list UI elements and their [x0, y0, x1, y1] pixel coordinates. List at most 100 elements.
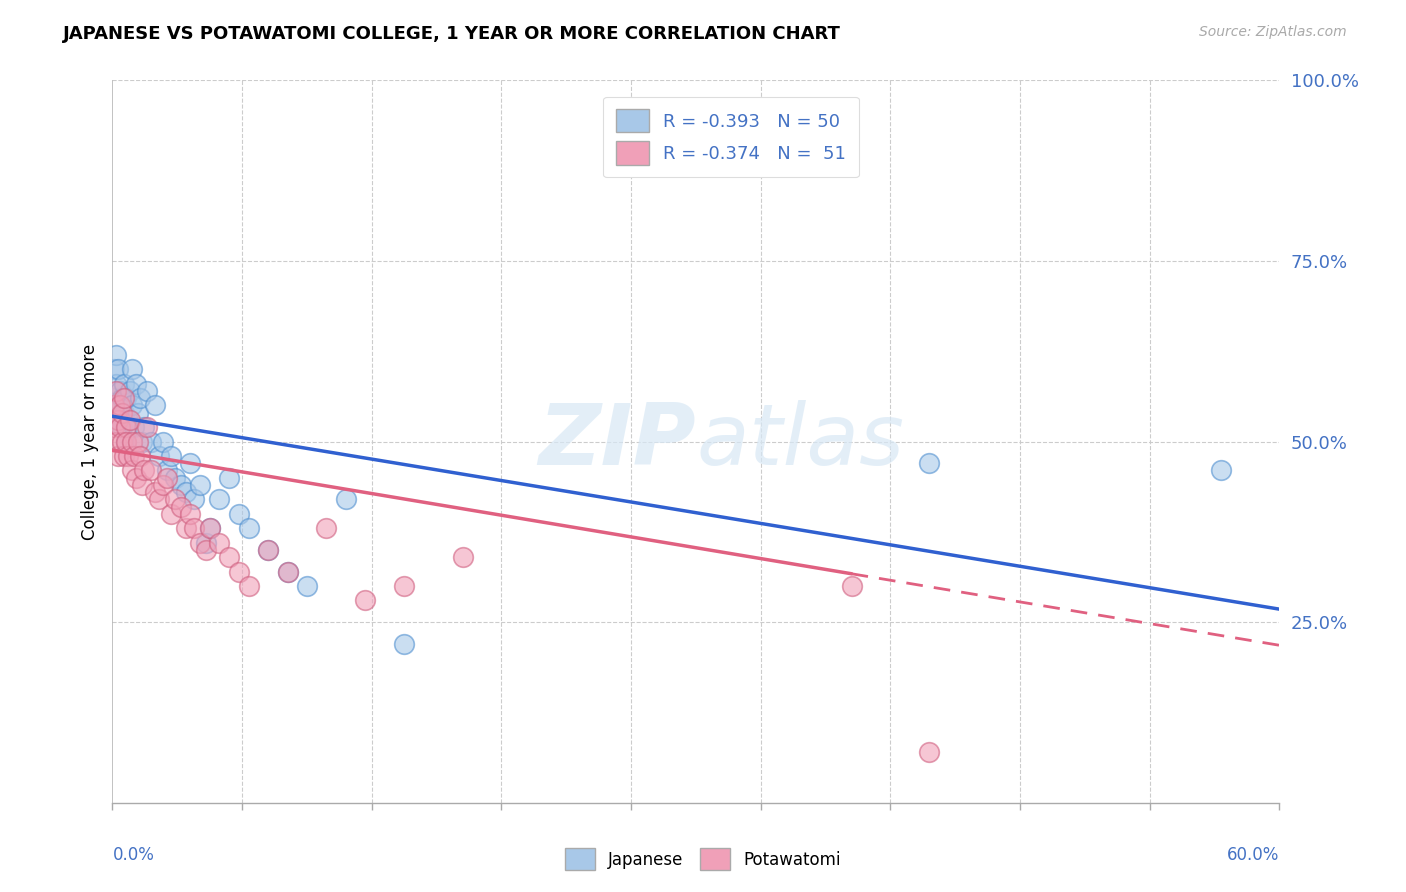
- Point: [112, 449, 135, 463]
- Point: [121, 463, 143, 477]
- Point: [295, 579, 318, 593]
- Point: [105, 348, 128, 362]
- Point: [394, 637, 416, 651]
- Point: [208, 535, 231, 549]
- Point: [183, 492, 205, 507]
- Point: [131, 434, 153, 449]
- Point: [152, 434, 174, 449]
- Point: [105, 434, 128, 449]
- Point: [163, 492, 186, 507]
- Point: [107, 362, 129, 376]
- Point: [110, 398, 132, 412]
- Point: [122, 449, 145, 463]
- Point: [103, 420, 125, 434]
- Point: [228, 507, 250, 521]
- Point: [132, 463, 155, 477]
- Text: Source: ZipAtlas.com: Source: ZipAtlas.com: [1199, 25, 1347, 39]
- Point: [156, 470, 179, 484]
- Point: [136, 384, 159, 398]
- Point: [117, 413, 139, 427]
- Point: [163, 470, 186, 484]
- Point: [179, 456, 201, 470]
- Point: [218, 470, 240, 484]
- Point: [276, 565, 298, 579]
- Point: [105, 376, 128, 391]
- Point: [107, 413, 129, 427]
- Text: 0.0%: 0.0%: [112, 847, 155, 864]
- Text: JAPANESE VS POTAWATOMI COLLEGE, 1 YEAR OR MORE CORRELATION CHART: JAPANESE VS POTAWATOMI COLLEGE, 1 YEAR O…: [63, 25, 841, 43]
- Point: [117, 449, 139, 463]
- Text: atlas: atlas: [696, 400, 904, 483]
- Legend: Japanese, Potawatomi: Japanese, Potawatomi: [558, 842, 848, 877]
- Point: [218, 550, 240, 565]
- Text: ZIP: ZIP: [538, 400, 696, 483]
- Point: [112, 391, 135, 405]
- Point: [112, 376, 135, 391]
- Point: [208, 492, 231, 507]
- Point: [194, 542, 217, 557]
- Point: [315, 521, 337, 535]
- Point: [121, 434, 143, 449]
- Point: [1209, 463, 1232, 477]
- Point: [194, 535, 217, 549]
- Point: [112, 406, 135, 420]
- Point: [160, 507, 183, 521]
- Point: [110, 384, 132, 398]
- Point: [141, 463, 163, 477]
- Y-axis label: College, 1 year or more: College, 1 year or more: [80, 343, 98, 540]
- Point: [169, 478, 191, 492]
- Point: [115, 434, 138, 449]
- Point: [188, 478, 211, 492]
- Text: 60.0%: 60.0%: [1227, 847, 1279, 864]
- Point: [128, 391, 150, 405]
- Point: [148, 492, 170, 507]
- Point: [152, 478, 174, 492]
- Point: [118, 413, 141, 427]
- Point: [121, 362, 143, 376]
- Point: [276, 565, 298, 579]
- Point: [115, 420, 138, 434]
- Point: [121, 398, 143, 412]
- Point: [132, 420, 155, 434]
- Point: [118, 384, 141, 398]
- Point: [127, 406, 149, 420]
- Point: [228, 565, 250, 579]
- Point: [115, 434, 138, 449]
- Point: [143, 398, 166, 412]
- Point: [105, 384, 128, 398]
- Point: [115, 391, 138, 405]
- Point: [111, 391, 134, 405]
- Point: [156, 463, 179, 477]
- Point: [111, 420, 134, 434]
- Point: [179, 507, 201, 521]
- Point: [107, 449, 129, 463]
- Point: [335, 492, 357, 507]
- Point: [176, 485, 198, 500]
- Point: [188, 535, 211, 549]
- Point: [125, 376, 148, 391]
- Point: [160, 449, 183, 463]
- Point: [107, 398, 129, 412]
- Point: [918, 456, 941, 470]
- Point: [141, 434, 163, 449]
- Point: [110, 420, 132, 434]
- Point: [136, 420, 159, 434]
- Point: [176, 521, 198, 535]
- Point: [918, 745, 941, 759]
- Point: [122, 420, 145, 434]
- Point: [238, 579, 260, 593]
- Point: [841, 579, 863, 593]
- Point: [169, 500, 191, 514]
- Point: [451, 550, 474, 565]
- Point: [148, 449, 170, 463]
- Point: [198, 521, 221, 535]
- Point: [103, 391, 125, 405]
- Point: [257, 542, 280, 557]
- Point: [198, 521, 221, 535]
- Point: [354, 593, 377, 607]
- Point: [394, 579, 416, 593]
- Point: [131, 478, 153, 492]
- Point: [128, 449, 150, 463]
- Point: [103, 362, 125, 376]
- Point: [127, 434, 149, 449]
